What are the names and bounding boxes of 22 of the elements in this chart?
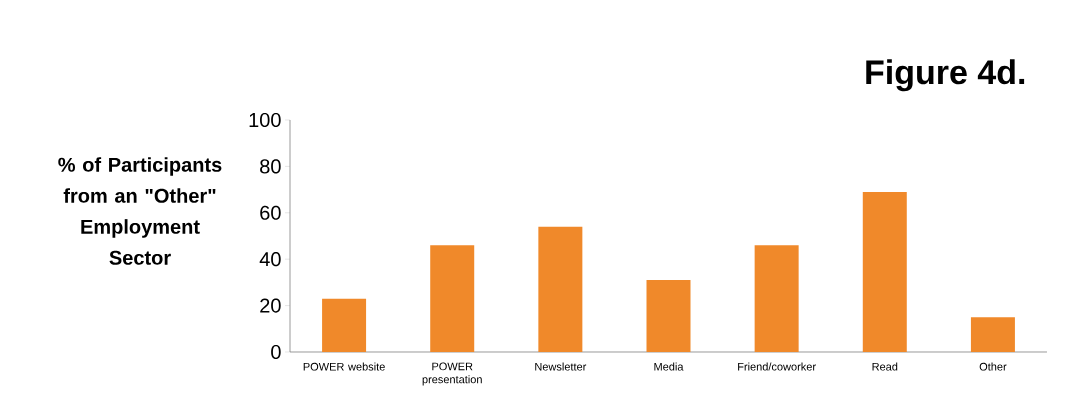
x-tick-label: Newsletter bbox=[535, 362, 587, 371]
bar bbox=[862, 191, 907, 352]
x-tick-label: Read bbox=[872, 362, 898, 371]
x-tick-label: Other bbox=[979, 362, 1007, 371]
chart-title: Figure 4d. bbox=[866, 59, 1025, 92]
bar bbox=[538, 226, 583, 352]
bar bbox=[322, 298, 367, 352]
y-tick-label: 80 bbox=[260, 159, 281, 174]
y-tick-label: 100 bbox=[249, 112, 281, 128]
x-tick-label: Friend/coworker bbox=[738, 362, 816, 371]
x-tick-label: Media bbox=[654, 362, 684, 371]
y-tick-label: 60 bbox=[260, 205, 281, 220]
y-tick-label: 0 bbox=[271, 344, 281, 360]
bar bbox=[970, 317, 1015, 352]
x-tick-label: POWER website bbox=[303, 362, 385, 371]
x-tick-label: POWER presentation bbox=[422, 362, 482, 386]
bar bbox=[646, 280, 691, 352]
y-tick-label: 40 bbox=[259, 252, 281, 267]
bar bbox=[430, 245, 475, 352]
y-axis-title: % of Participants from an "Other" Employment Sector bbox=[58, 157, 222, 265]
y-tick-label: 20 bbox=[260, 298, 281, 313]
bar bbox=[754, 245, 799, 352]
